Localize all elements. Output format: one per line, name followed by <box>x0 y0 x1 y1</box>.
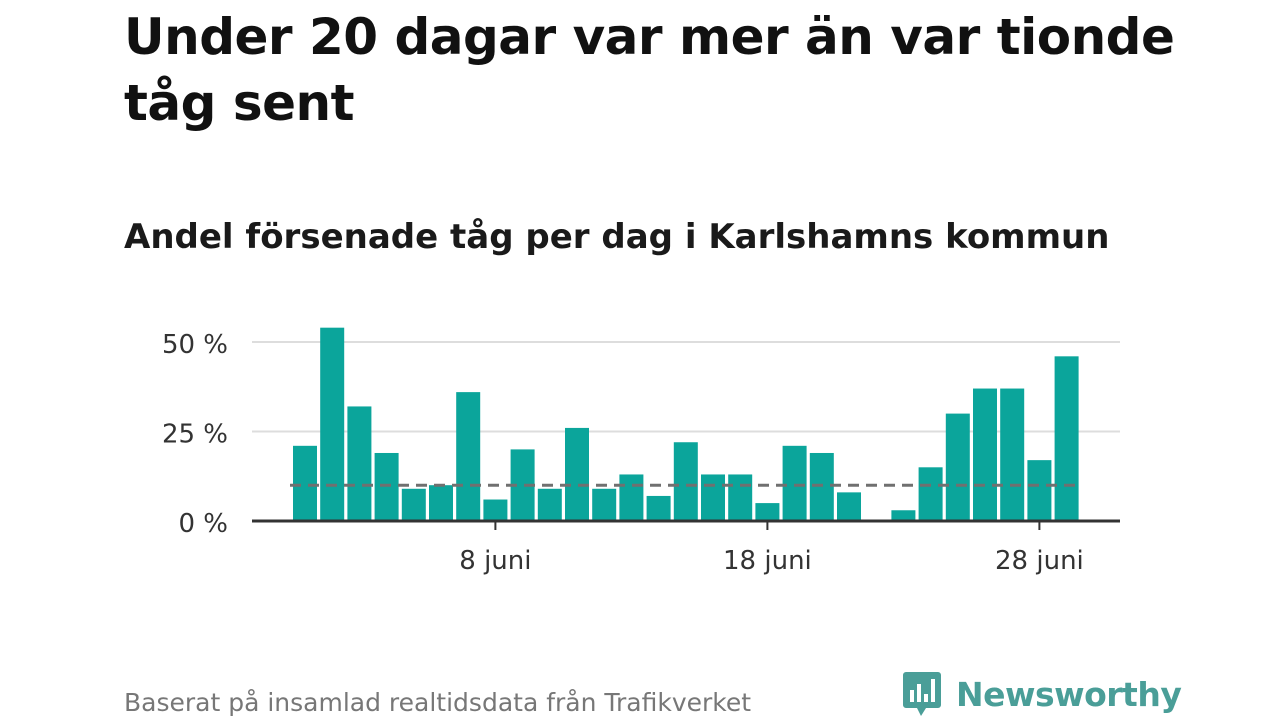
bar <box>619 474 644 521</box>
brand-name: Newsworthy <box>956 674 1182 714</box>
source-note: Baserat på insamlad realtidsdata från Tr… <box>124 688 752 717</box>
bar <box>401 488 426 521</box>
bar <box>837 492 861 521</box>
bar <box>320 327 345 521</box>
bar-chart-speech-bubble-icon <box>903 672 941 716</box>
bar <box>293 445 317 521</box>
y-tick-label: 50 % <box>162 330 228 360</box>
bar <box>646 495 671 521</box>
brand[interactable]: Newsworthy <box>902 670 1182 718</box>
bar <box>483 499 508 521</box>
bar <box>347 406 372 521</box>
chart-title: Under 20 dagar var mer än var tionde tåg… <box>124 8 1175 132</box>
bar <box>429 485 453 521</box>
bar <box>537 488 562 521</box>
bar <box>973 388 997 521</box>
bar <box>755 503 780 521</box>
bar <box>374 452 399 521</box>
x-tick-label: 28 juni <box>995 546 1084 576</box>
bar <box>456 392 481 521</box>
x-tick-label: 8 juni <box>459 546 531 576</box>
bar <box>782 445 807 521</box>
bar <box>1000 388 1025 521</box>
y-tick-label: 25 % <box>162 420 228 450</box>
bar <box>809 452 834 521</box>
bar <box>592 488 617 521</box>
bar <box>728 474 753 521</box>
bar <box>673 442 698 521</box>
bar <box>945 413 970 521</box>
bar <box>510 449 535 521</box>
bar <box>891 510 916 521</box>
x-tick-label: 18 juni <box>723 546 812 576</box>
chart-subtitle: Andel försenade tåg per dag i Karlshamns… <box>124 217 1110 257</box>
bar <box>1054 356 1079 521</box>
bar <box>565 427 589 521</box>
bar <box>1027 460 1052 521</box>
bar <box>918 467 943 521</box>
bar <box>701 474 725 521</box>
y-tick-label: 0 % <box>178 509 228 539</box>
bars <box>293 327 1079 521</box>
axes: 0 % 25 % 50 % 8 juni 18 juni 28 juni <box>162 330 1120 576</box>
